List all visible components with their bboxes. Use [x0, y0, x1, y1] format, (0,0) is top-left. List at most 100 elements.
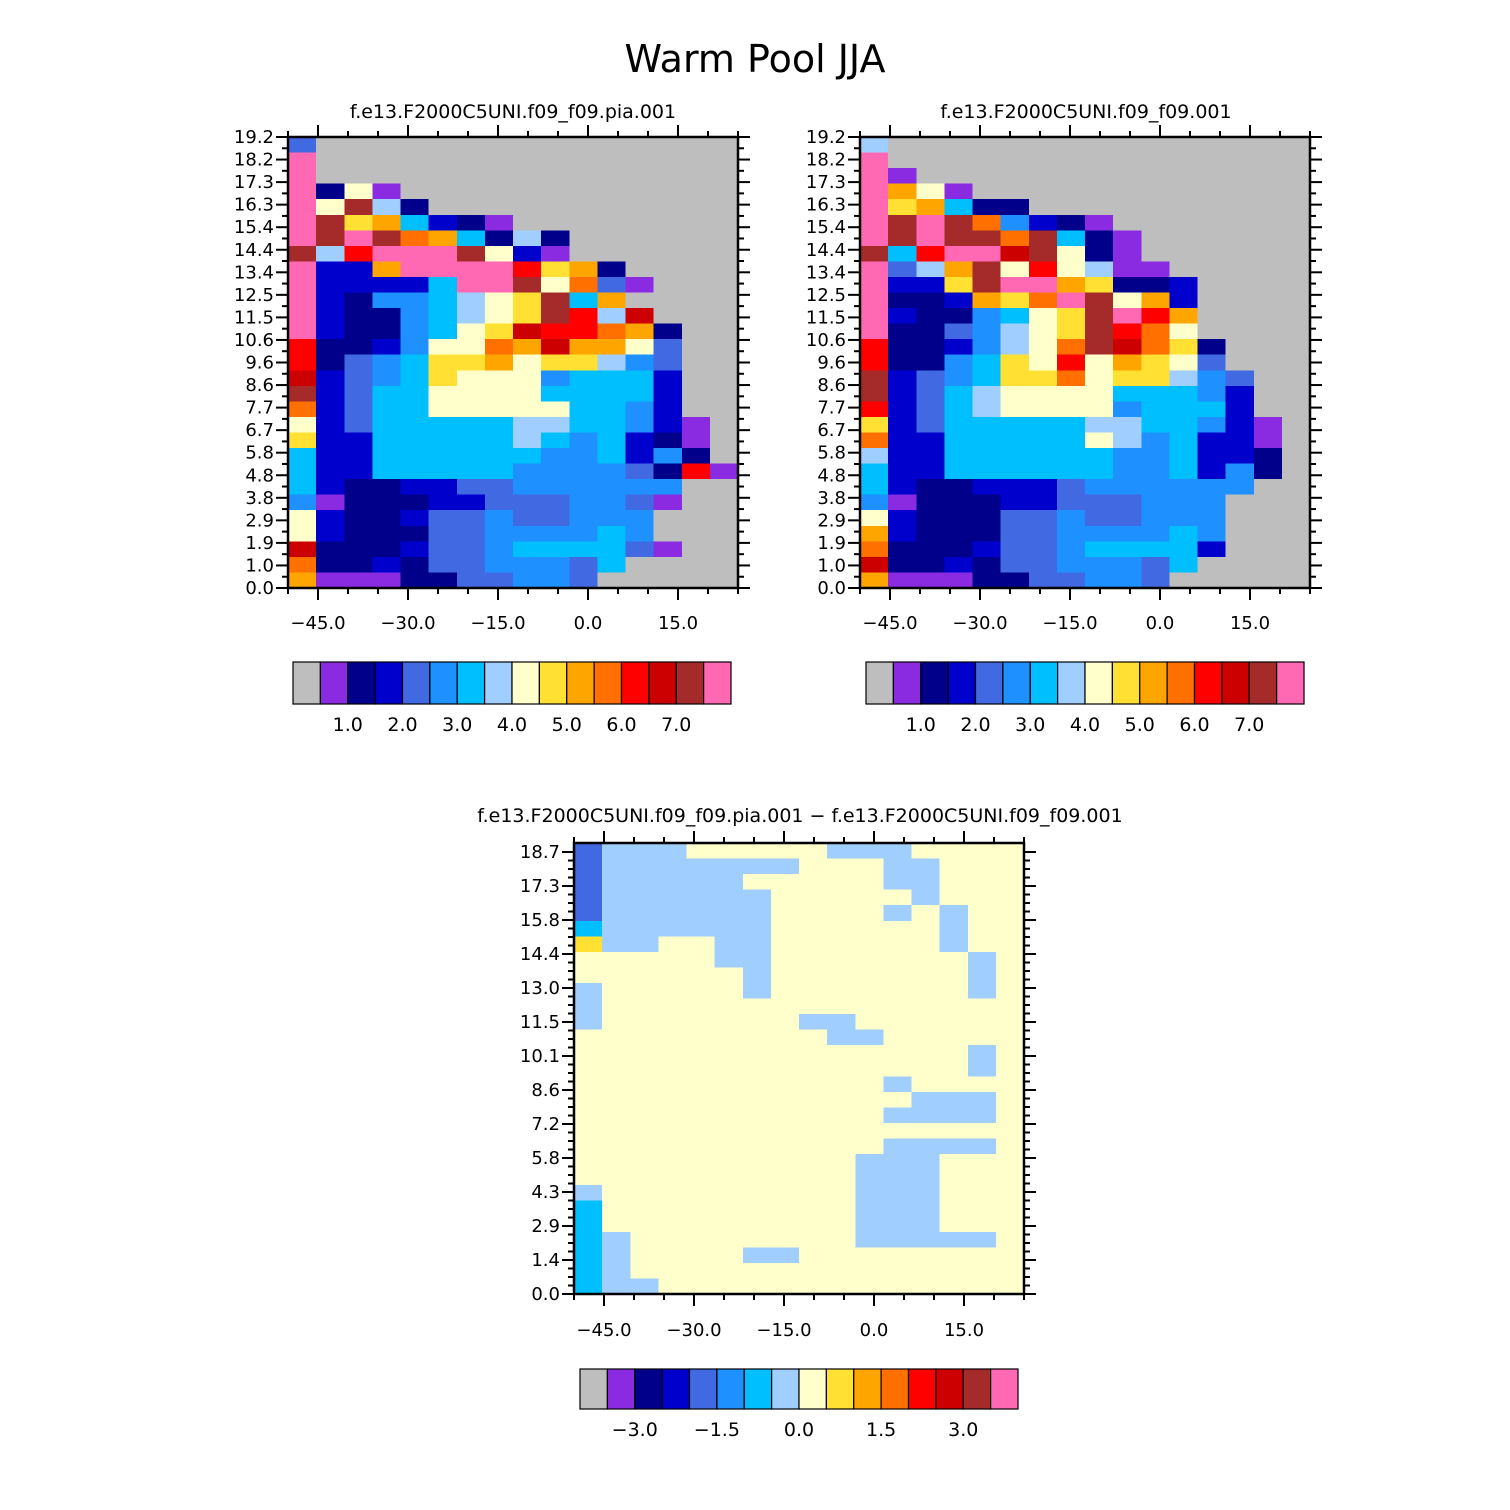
heatmap-cell: [372, 308, 402, 325]
heatmap-cell: [1085, 385, 1114, 402]
heatmap-cell: [883, 1060, 913, 1077]
heatmap-cell: [658, 905, 688, 922]
heatmap-cell: [569, 494, 598, 511]
heatmap-cell: [855, 920, 884, 937]
heatmap-cell: [1169, 432, 1199, 449]
heatmap-cell: [939, 1154, 969, 1171]
heatmap-cell: [944, 168, 974, 185]
heatmap-cell: [742, 1076, 772, 1093]
heatmap-cell: [1197, 261, 1227, 278]
heatmap-cell: [484, 463, 514, 480]
heatmap-cell: [1028, 214, 1058, 231]
heatmap-cell: [428, 276, 458, 294]
heatmap-cell: [653, 354, 683, 371]
heatmap-cell: [630, 967, 659, 984]
heatmap-cell: [944, 463, 974, 480]
heatmap-cell: [428, 152, 458, 169]
heatmap-cell: [344, 432, 373, 449]
heatmap-cell: [630, 1029, 659, 1046]
heatmap-cell: [967, 982, 997, 1000]
heatmap-cell: [709, 556, 739, 574]
heatmap-cell: [1281, 385, 1311, 402]
heatmap-cell: [541, 479, 570, 496]
heatmap-cell: [541, 276, 570, 294]
heatmap-cell: [602, 1107, 631, 1124]
heatmap-cell: [597, 525, 627, 542]
heatmap-cell: [597, 323, 627, 340]
heatmap-cell: [400, 183, 430, 200]
heatmap-cell: [883, 1278, 913, 1295]
heatmap-cell: [513, 230, 542, 247]
heatmap-cell: [1113, 479, 1142, 496]
panel-title: f.e13.F2000C5UNI.f09_f09.pia.001 − f.e13…: [477, 805, 1122, 827]
heatmap-cell: [1141, 354, 1170, 371]
heatmap-cell: [1085, 214, 1114, 231]
heatmap-cell: [428, 370, 458, 387]
heatmap-cell: [288, 448, 317, 465]
heatmap-cell: [1281, 541, 1311, 558]
heatmap-cell: [888, 354, 917, 371]
heatmap-cell: [855, 1216, 884, 1233]
heatmap-cell: [742, 951, 772, 969]
heatmap-cell: [1113, 541, 1142, 558]
heatmap-cell: [1056, 525, 1086, 542]
heatmap-cell: [484, 494, 514, 511]
heatmap-cell: [742, 1107, 772, 1124]
heatmap-cell: [1141, 479, 1170, 496]
colorbar-label: −1.5: [694, 1419, 740, 1441]
heatmap-cell: [484, 214, 514, 231]
heatmap-cell: [372, 432, 402, 449]
heatmap-cell: [911, 998, 941, 1015]
heatmap-cell: [630, 858, 659, 875]
heatmap-cell: [1169, 245, 1199, 263]
heatmap-cell: [1141, 416, 1170, 434]
heatmap-cell: [681, 354, 711, 371]
heatmap-cell: [1056, 137, 1086, 154]
heatmap-cell: [574, 936, 603, 953]
heatmap-cell: [630, 1107, 659, 1124]
heatmap-cell: [799, 1200, 828, 1217]
heatmap-cell: [344, 152, 373, 169]
heatmap-cell: [799, 858, 828, 875]
heatmap-cell: [860, 354, 889, 371]
heatmap-cell: [888, 525, 917, 542]
colorbar-swatch: [947, 661, 977, 705]
heatmap-cell: [944, 541, 974, 558]
heatmap-cell: [344, 370, 373, 387]
heatmap-cell: [770, 951, 800, 969]
colorbar-swatch: [634, 1368, 663, 1410]
heatmap-cell: [681, 370, 711, 387]
colorbar-swatch: [1221, 661, 1250, 705]
heatmap-cell: [714, 1122, 744, 1140]
heatmap-cell: [967, 1029, 997, 1046]
heatmap-cell: [1141, 556, 1170, 574]
heatmap-cell: [484, 292, 514, 309]
heatmap-cell: [344, 245, 373, 263]
heatmap-cell: [944, 448, 974, 465]
heatmap-cell: [1141, 152, 1170, 169]
heatmap-cell: [541, 463, 570, 480]
heatmap-cell: [1028, 308, 1058, 325]
heatmap-cell: [1169, 199, 1199, 216]
heatmap-cell: [827, 1169, 856, 1186]
heatmap-cell: [1225, 401, 1255, 418]
heatmap-cell: [860, 463, 889, 480]
heatmap-cell: [602, 936, 631, 953]
heatmap-cell: [995, 936, 1025, 953]
heatmap-cell: [658, 1216, 688, 1233]
heatmap-cell: [658, 920, 688, 937]
heatmap-cell: [597, 479, 627, 496]
colorbar-swatch: [920, 661, 949, 705]
heatmap-cell: [1281, 292, 1311, 309]
heatmap-cell: [799, 920, 828, 937]
heatmap-cell: [428, 401, 458, 418]
heatmap-cell: [714, 905, 744, 922]
heatmap-cell: [1169, 385, 1199, 402]
y-tick-label: 1.0: [817, 555, 846, 576]
heatmap-cell: [597, 137, 627, 154]
heatmap-cell: [428, 292, 458, 309]
heatmap-cell: [513, 308, 542, 325]
heatmap-cell: [1281, 230, 1311, 247]
heatmap-cell: [911, 1045, 941, 1062]
